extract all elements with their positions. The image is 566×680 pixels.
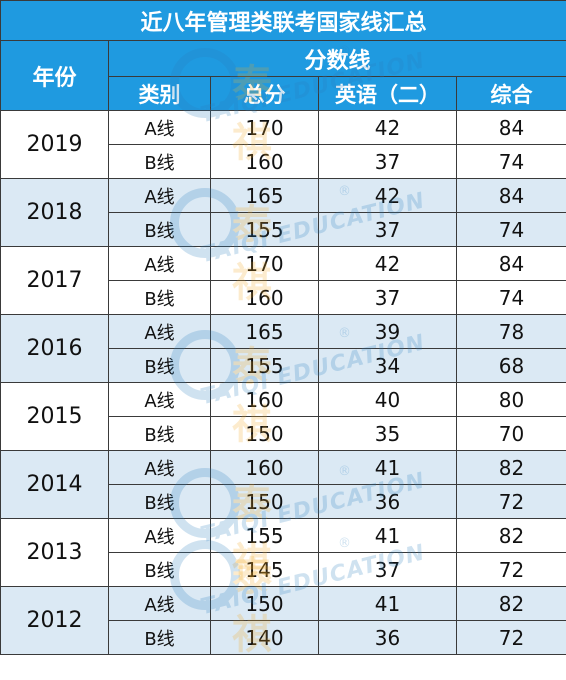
table-row: B线 160 37 74: [1, 144, 566, 179]
comprehensive-cell: 84: [455, 246, 566, 281]
english-cell: 37: [318, 552, 457, 587]
table-body: 2019 A线 170 42 84 B线 160 37 74 2018 A线 165 42 84 B线 155…: [0, 110, 566, 655]
comprehensive-cell: 84: [455, 178, 566, 213]
year-cell: 2016: [0, 314, 109, 383]
year-cell: 2017: [0, 246, 109, 315]
year-cell: 2013: [0, 518, 109, 587]
year-header: 年份: [0, 40, 109, 111]
score-table: 近八年管理类联考国家线汇总 年份 分数线 类别 总分 英语（二） 综合 2019…: [0, 0, 566, 655]
english-cell: 40: [318, 382, 457, 417]
year-cell: 2012: [0, 586, 109, 655]
english-cell: 41: [318, 518, 457, 553]
comprehensive-cell: 82: [455, 450, 566, 485]
total-cell: 170: [210, 246, 319, 281]
english-cell: 36: [318, 620, 457, 655]
english-cell: 36: [318, 484, 457, 519]
comprehensive-cell: 74: [455, 280, 566, 315]
english-cell: 41: [318, 450, 457, 485]
category-cell: A线: [108, 586, 211, 621]
comprehensive-cell: 78: [455, 314, 566, 349]
category-cell: B线: [108, 620, 211, 655]
total-cell: 160: [210, 144, 319, 179]
table-row: 2015 A线 160 40 80: [0, 382, 566, 451]
table-row: 2016 A线 165 39 78: [0, 314, 566, 383]
category-cell: B线: [108, 552, 211, 587]
english-cell: 35: [318, 416, 457, 451]
table-row: 2014 A线 160 41 82: [0, 450, 566, 519]
comprehensive-cell: 74: [455, 144, 566, 179]
total-cell: 140: [210, 620, 319, 655]
table-row: 2017 A线 170 42 84: [0, 246, 566, 315]
comprehensive-cell: 74: [455, 212, 566, 247]
english-cell: 39: [318, 314, 457, 349]
category-cell: B线: [108, 212, 211, 247]
category-cell: B线: [108, 416, 211, 451]
year-cell: 2019: [0, 110, 109, 179]
english-cell: 37: [318, 280, 457, 315]
english-header: 英语（二）: [318, 76, 457, 111]
table-row: B线 160 37 74: [1, 280, 566, 315]
table-row: 2012 A线 150 41 82: [0, 586, 566, 655]
comprehensive-cell: 70: [455, 416, 566, 451]
total-header: 总分: [210, 76, 319, 111]
table-row: B线 140 36 72: [1, 620, 566, 655]
comprehensive-cell: 84: [455, 110, 566, 145]
total-cell: 145: [210, 552, 319, 587]
english-cell: 42: [318, 246, 457, 281]
category-cell: A线: [108, 246, 211, 281]
table-row: B线 150 35 70: [1, 416, 566, 451]
table-title: 近八年管理类联考国家线汇总: [0, 0, 566, 41]
total-cell: 150: [210, 484, 319, 519]
comprehensive-cell: 68: [455, 348, 566, 383]
total-cell: 150: [210, 586, 319, 621]
category-header: 类别: [108, 76, 211, 111]
category-cell: A线: [108, 450, 211, 485]
total-cell: 160: [210, 450, 319, 485]
table-row: 2018 A线 165 42 84: [0, 178, 566, 247]
total-cell: 165: [210, 314, 319, 349]
category-cell: A线: [108, 110, 211, 145]
category-cell: B线: [108, 144, 211, 179]
table-row: B线 155 37 74: [1, 212, 566, 247]
comprehensive-cell: 82: [455, 586, 566, 621]
total-cell: 150: [210, 416, 319, 451]
table-row: 2019 A线 170 42 84: [0, 110, 566, 179]
year-cell: 2014: [0, 450, 109, 519]
year-cell: 2018: [0, 178, 109, 247]
english-cell: 41: [318, 586, 457, 621]
category-cell: B线: [108, 348, 211, 383]
total-cell: 155: [210, 348, 319, 383]
category-cell: A线: [108, 382, 211, 417]
total-cell: 160: [210, 280, 319, 315]
category-cell: B线: [108, 484, 211, 519]
total-cell: 165: [210, 178, 319, 213]
year-cell: 2015: [0, 382, 109, 451]
comprehensive-cell: 80: [455, 382, 566, 417]
comprehensive-cell: 72: [455, 484, 566, 519]
category-cell: A线: [108, 314, 211, 349]
table-row: 2013 A线 155 41 82: [0, 518, 566, 587]
english-cell: 34: [318, 348, 457, 383]
english-cell: 42: [318, 110, 457, 145]
english-cell: 42: [318, 178, 457, 213]
english-cell: 37: [318, 212, 457, 247]
comprehensive-cell: 72: [455, 620, 566, 655]
category-cell: A线: [108, 518, 211, 553]
english-cell: 37: [318, 144, 457, 179]
comprehensive-cell: 72: [455, 552, 566, 587]
category-cell: B线: [108, 280, 211, 315]
total-cell: 155: [210, 518, 319, 553]
total-cell: 160: [210, 382, 319, 417]
total-cell: 170: [210, 110, 319, 145]
comprehensive-header: 综合: [455, 76, 566, 111]
comprehensive-cell: 82: [455, 518, 566, 553]
score-group-header: 分数线: [107, 40, 566, 77]
category-cell: A线: [108, 178, 211, 213]
total-cell: 155: [210, 212, 319, 247]
